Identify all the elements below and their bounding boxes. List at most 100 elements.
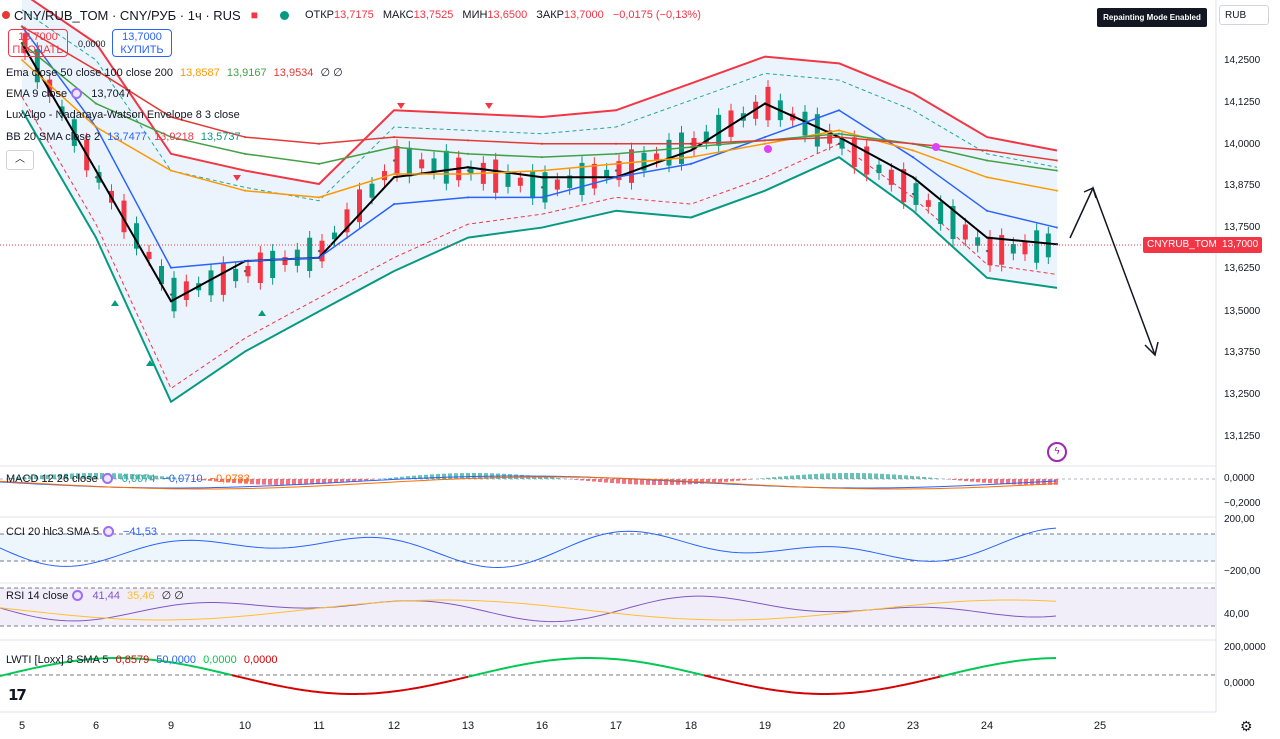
flag-icon[interactable]: ■: [250, 8, 258, 22]
macd-histogram-bar: [952, 479, 956, 480]
macd-histogram-bar: [916, 476, 920, 479]
candle-body: [220, 262, 226, 295]
macd-histogram-bar: [508, 474, 512, 479]
settings-icon[interactable]: [102, 526, 114, 537]
macd-histogram-bar: [430, 474, 434, 479]
buy-button[interactable]: 13,7000 КУПИТЬ: [112, 29, 172, 57]
data-point: [763, 142, 767, 145]
lwti-segment: [671, 666, 677, 670]
lwti-segment: [275, 684, 281, 688]
lwti-segment: [883, 686, 889, 690]
data-point: [317, 256, 321, 259]
candle-body: [1045, 233, 1051, 258]
candle-body: [728, 110, 734, 137]
lwti-segment: [947, 672, 953, 676]
symbol-title[interactable]: CNY/RUB_TOM · CNY/РУБ · 1ч · RUS: [14, 7, 241, 23]
data-point: [317, 196, 321, 199]
sell-button[interactable]: 13,7000 ПРОДАТЬ: [8, 29, 68, 57]
macd-histogram-bar: [388, 477, 392, 479]
macd-histogram-bar: [730, 479, 734, 482]
macd-histogram-bar: [664, 479, 668, 485]
macd-histogram-bar: [202, 479, 206, 481]
lwti-segment: [7, 672, 13, 676]
envelope-upper-line: [21, 9, 1058, 202]
y-tick: 13,7500: [1224, 222, 1261, 233]
lwti-segment: [871, 688, 877, 692]
macd-histogram-bar: [424, 474, 428, 479]
lwti-segment: [679, 668, 685, 672]
macd-histogram-bar: [460, 473, 464, 479]
lwti-segment: [771, 688, 777, 692]
x-tick: 24: [980, 720, 994, 732]
data-point: [689, 145, 693, 149]
buy-signal-marker: [146, 360, 154, 366]
macd-histogram-bar: [646, 479, 650, 485]
data-point: [985, 159, 989, 162]
candle-body: [357, 189, 362, 223]
settings-icon[interactable]: [101, 473, 113, 484]
candle-body: [839, 138, 845, 149]
macd-histogram-bar: [196, 479, 200, 480]
candle-body: [1022, 240, 1028, 255]
lwti-segment: [643, 661, 649, 665]
lwti-segment: [1007, 660, 1013, 664]
lwti-segment: [519, 663, 525, 667]
macd-histogram-bar: [976, 479, 980, 483]
legend-bb[interactable]: BB 20 SMA close 2 13,7477 13,9218 13,573…: [6, 131, 241, 143]
macd-histogram-bar: [292, 479, 296, 485]
lwti-segment: [203, 667, 209, 671]
rsi-band: [0, 588, 1216, 626]
legend-luxalgo[interactable]: LuxAlgo - Nadaraya-Watson Envelope 8 3 c…: [6, 109, 240, 121]
macd-histogram-bar: [64, 473, 68, 479]
data-point: [466, 152, 470, 156]
collapse-legend-button[interactable]: ︿: [6, 150, 34, 170]
candle-body: [703, 131, 709, 143]
legend-macd[interactable]: MACD 12 26 close 0,0074 −0,0710 −0,0783: [6, 473, 250, 485]
x-tick: 10: [238, 720, 252, 732]
lwti-segment: [923, 678, 929, 682]
legend-rsi[interactable]: RSI 14 close 41,44 35,46 ∅ ∅: [6, 590, 184, 602]
legend-cci[interactable]: CCI 20 hlc3 SMA 5 −41,53: [6, 526, 157, 538]
tradingview-logo-icon[interactable]: 17: [8, 686, 27, 704]
candle-body: [616, 161, 622, 181]
lwti-segment: [735, 681, 741, 685]
candle-body: [925, 200, 931, 207]
y-tick: 13,5000: [1224, 306, 1261, 317]
lwti-segment: [899, 683, 905, 687]
data-point: [1055, 169, 1059, 172]
macd-histogram-bar: [802, 474, 806, 479]
lwti-segment: [707, 675, 713, 679]
lwti-segment: [931, 676, 937, 680]
lwti-segment: [59, 661, 65, 665]
lightning-icon[interactable]: ϟ: [1047, 442, 1067, 462]
macd-histogram-bar: [112, 473, 116, 479]
legend-ema9[interactable]: EMA 9 close 13,7047: [6, 88, 131, 100]
currency-select[interactable]: RUB: [1219, 5, 1269, 25]
lwti-segment: [515, 664, 521, 667]
macd-histogram-bar: [172, 477, 176, 479]
macd-histogram-bar: [160, 476, 164, 479]
lwti-segment: [27, 667, 33, 671]
settings-icon[interactable]: [71, 88, 83, 99]
macd-histogram-bar: [94, 473, 98, 479]
settings-icon[interactable]: [72, 590, 84, 601]
gear-icon[interactable]: ⚙: [1240, 718, 1253, 734]
legend-lwti[interactable]: LWTI [Loxx] 8 SMA 5 0,8579 50,0000 0,000…: [6, 654, 278, 666]
candle-body: [938, 202, 944, 224]
candle-body: [22, 33, 28, 54]
candle-body: [851, 137, 857, 168]
data-point: [466, 166, 470, 169]
data-point: [94, 176, 98, 179]
legend-ema-multi[interactable]: Ema close 50 close 100 close 200 13,8587…: [6, 67, 343, 79]
lwti-segment: [499, 667, 505, 671]
candle-body: [307, 237, 313, 272]
candle-body: [382, 171, 387, 181]
lwti-segment: [271, 683, 277, 687]
data-point: [466, 169, 470, 172]
lwti-segment: [539, 660, 545, 663]
lwti-segment: [667, 666, 673, 669]
data-point: [985, 249, 989, 253]
candle-body: [208, 270, 214, 296]
lwti-segment: [183, 663, 189, 667]
